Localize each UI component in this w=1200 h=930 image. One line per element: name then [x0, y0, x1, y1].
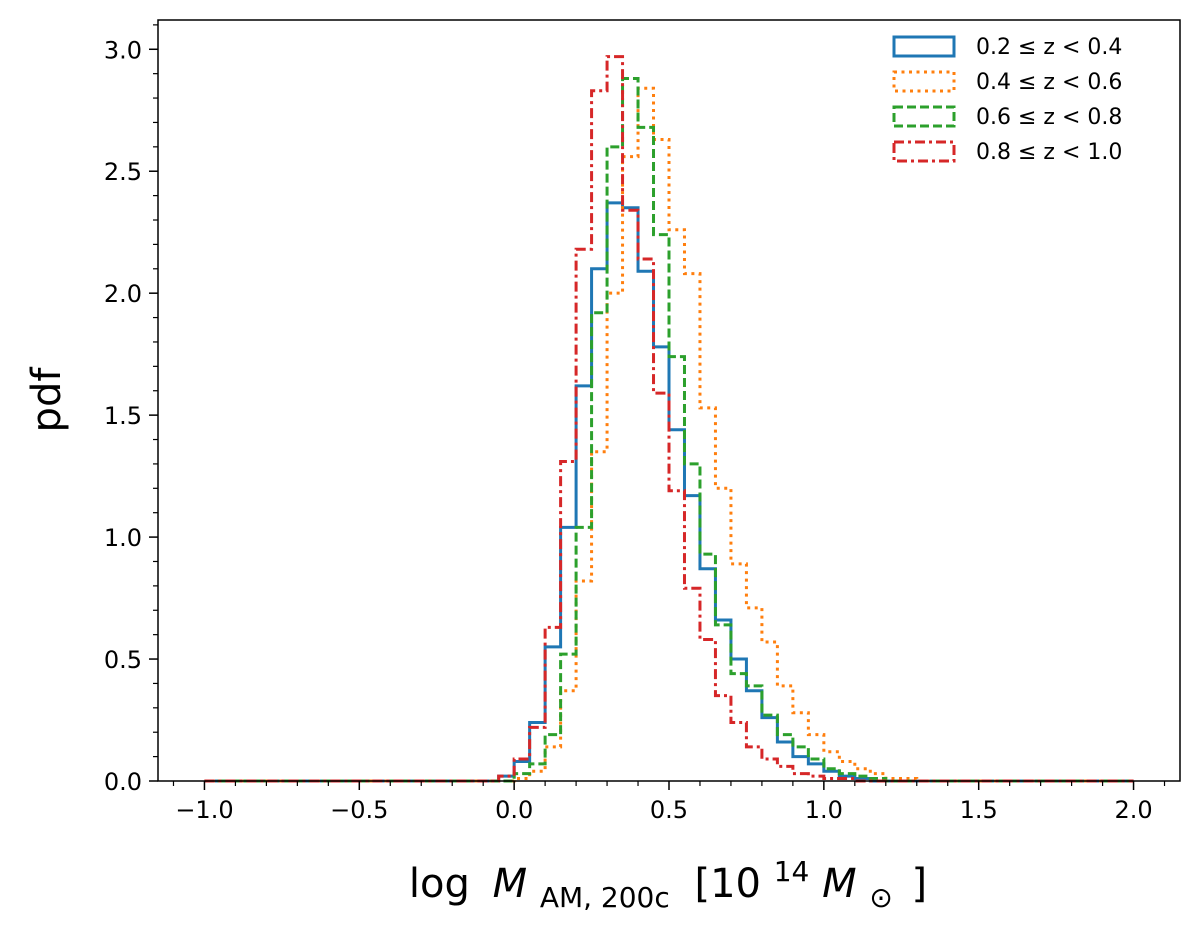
- x-label-subscript: AM, 200c: [540, 881, 670, 914]
- legend-label-1: 0.2 ≤ z < 0.4: [976, 35, 1122, 60]
- y-tick-label: 0.5: [104, 646, 142, 674]
- x-tick-label: 1.0: [805, 796, 843, 824]
- x-tick-label: 1.5: [960, 796, 998, 824]
- legend-swatch-2: [892, 70, 956, 93]
- x-tick-label: −0.5: [330, 796, 388, 824]
- legend-swatch-3: [892, 105, 956, 128]
- x-label-unit-exp: 14: [774, 855, 810, 888]
- x-axis-label: log M AM, 200c [10 14 M ⊙ ]: [409, 845, 927, 917]
- legend-label-4: 0.8 ≤ z < 1.0: [976, 140, 1122, 165]
- legend: 0.2 ≤ z < 0.4 0.4 ≤ z < 0.6 0.6 ≤ z < 0.8 0…: [892, 35, 1122, 165]
- axes-layer: −1.0 −0.5 0.0 0.5 1.0 1.5 2.0 0.0 0.5 1.0 1.5 2.0 2.…: [104, 19, 1181, 824]
- x-label-unit-open: [10: [694, 861, 761, 907]
- x-label-unit-sub: ⊙: [869, 881, 892, 914]
- x-label-prefix: log: [409, 861, 470, 907]
- y-tick-label: 2.0: [104, 280, 142, 308]
- legend-swatch-1: [892, 35, 956, 58]
- y-tick-label: 1.0: [104, 524, 142, 552]
- x-tick-label: 0.5: [650, 796, 688, 824]
- x-label-symbol: M: [493, 861, 528, 907]
- legend-label-2: 0.4 ≤ z < 0.6: [976, 70, 1122, 95]
- y-tick-label: 1.5: [104, 402, 142, 430]
- x-tick-label: 0.0: [495, 796, 533, 824]
- x-tick-label: 2.0: [1114, 796, 1152, 824]
- legend-swatch-4: [892, 140, 956, 163]
- x-label-unit-close: ]: [912, 861, 928, 907]
- x-tick-label: −1.0: [175, 796, 233, 824]
- y-tick-label: 0.0: [104, 768, 142, 796]
- legend-label-3: 0.6 ≤ z < 0.8: [976, 105, 1122, 130]
- series-line-2: [204, 86, 1134, 783]
- y-axis-label: pdf: [24, 367, 70, 433]
- y-tick-label: 3.0: [104, 36, 142, 64]
- x-label-unit-symbol: M: [822, 861, 857, 907]
- y-tick-label: 2.5: [104, 158, 142, 186]
